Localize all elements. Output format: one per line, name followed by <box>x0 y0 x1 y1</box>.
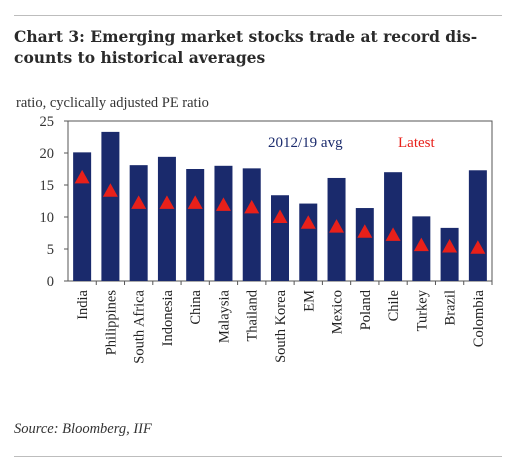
marker-latest-turkey <box>413 237 429 252</box>
source-note: Source: Bloomberg, IIF <box>14 421 152 437</box>
legend-avg: 2012/19 avg <box>268 135 343 151</box>
x-tick-label-colombia: Colombia <box>471 289 487 347</box>
legend-latest: Latest <box>398 135 435 151</box>
x-tick-label-china: China <box>188 289 204 324</box>
bottom-rule <box>14 456 502 457</box>
marker-latest-mexico <box>329 219 345 233</box>
chart-title-line-1: Chart 3: Emerging market stocks trade at… <box>14 27 478 46</box>
marker-latest-china <box>187 195 203 209</box>
chart-title: Chart 3: Emerging market stocks trade at… <box>14 26 484 68</box>
marker-latest-south-korea <box>272 209 288 223</box>
bar-south-africa <box>129 165 148 281</box>
bar-colombia <box>468 170 487 281</box>
x-tick-label-south-africa: South Africa <box>132 289 148 363</box>
bar-india <box>73 152 92 281</box>
bar-china <box>186 169 205 281</box>
x-tick-label-thailand: Thailand <box>245 289 261 341</box>
bar-em <box>299 203 318 281</box>
x-tick-label-mexico: Mexico <box>330 290 346 334</box>
x-tick-label-brazil: Brazil <box>443 290 459 325</box>
y-tick-label-15: 15 <box>40 178 55 194</box>
bar-chile <box>384 172 403 281</box>
marker-latest-poland <box>357 224 373 238</box>
marker-latest-malaysia <box>215 197 231 211</box>
x-tick-label-turkey: Turkey <box>414 289 430 331</box>
chart-title-line-2: counts to historical averages <box>14 48 266 67</box>
marker-latest-brazil <box>442 238 458 253</box>
y-tick-label-20: 20 <box>40 146 55 162</box>
x-tick-label-poland: Poland <box>358 289 374 330</box>
marker-latest-india <box>74 169 90 184</box>
bar-chart: 0 5 10 15 20 25 India Philippines South Africa In… <box>40 114 493 364</box>
x-tick-label-philippines: Philippines <box>103 290 119 356</box>
marker-latest-chile <box>385 227 401 241</box>
x-tick-label-em: EM <box>301 290 317 312</box>
x-tick-label-chile: Chile <box>386 290 402 321</box>
y-tick-label-25: 25 <box>40 114 55 130</box>
y-tick-label-10: 10 <box>40 210 55 226</box>
bar-brazil <box>440 227 459 281</box>
bar-poland <box>355 208 374 281</box>
bar-philippines <box>101 131 120 281</box>
x-tick-label-malaysia: Malaysia <box>216 289 232 343</box>
marker-latest-south-africa <box>131 195 147 209</box>
marker-latest-indonesia <box>159 195 175 209</box>
bar-thailand <box>242 168 261 281</box>
bar-south-korea <box>271 195 289 281</box>
marker-latest-thailand <box>244 199 260 214</box>
bar-malaysia <box>214 165 233 281</box>
x-tick-label-india: India <box>75 289 91 319</box>
x-tick-label-south-korea: South Korea <box>273 289 289 362</box>
marker-latest-colombia <box>470 240 486 254</box>
marker-latest-philippines <box>102 183 118 197</box>
chart-subtitle: ratio, cyclically adjusted PE ratio <box>16 95 209 111</box>
y-tick-label-5: 5 <box>47 242 54 258</box>
y-tick-label-0: 0 <box>47 274 54 290</box>
top-rule <box>14 15 502 16</box>
bar-indonesia <box>157 156 176 281</box>
x-tick-label-indonesia: Indonesia <box>160 289 176 346</box>
marker-latest-em <box>300 215 316 229</box>
